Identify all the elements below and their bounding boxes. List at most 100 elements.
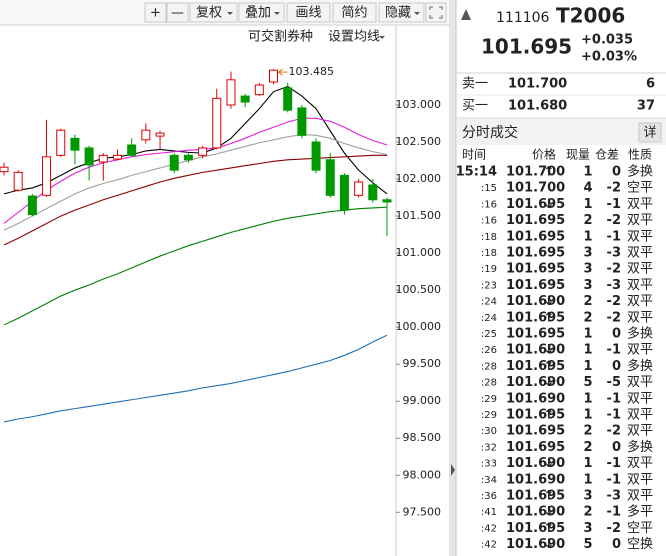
trade-time: :32: [481, 442, 497, 453]
toolbar-button[interactable]: [189, 2, 238, 23]
trade-nature: 双平: [627, 424, 653, 439]
trade-time: :16: [481, 199, 497, 210]
trade-nature: 空平: [627, 521, 653, 536]
trade-price: 101.700: [506, 181, 565, 196]
y-tick-label: 100.000: [396, 320, 442, 333]
trade-volume: 4: [583, 181, 592, 196]
trade-time: :41: [481, 507, 497, 518]
moving-average-line: [3, 206, 388, 326]
trade-arrow: ↓: [544, 294, 555, 309]
trade-time: :28: [481, 361, 497, 372]
trade-time: :26: [481, 345, 497, 356]
trade-arrow: ↑: [544, 521, 555, 536]
toolbar-label: 隐藏: [385, 6, 411, 21]
candle-body: [70, 137, 80, 151]
trade-price: 101.690: [506, 472, 565, 487]
trade-price: 101.695: [506, 408, 565, 423]
toolbar-button[interactable]: [378, 2, 425, 23]
candle-body: [368, 184, 378, 201]
trade-nature: 双平: [627, 213, 653, 228]
toolbar-button[interactable]: [144, 2, 167, 23]
trade-nature: 双平: [627, 408, 653, 423]
chart-menu-item[interactable]: 设置均线: [328, 30, 380, 45]
trade-nature: 双平: [627, 197, 653, 212]
trade-price: 101.695: [506, 229, 565, 244]
trade-volume: 1: [583, 359, 592, 374]
toolbar-button[interactable]: [286, 2, 331, 23]
trade-price: 101.695: [506, 327, 565, 342]
trade-time: :42: [481, 540, 497, 551]
trade-oi-change: -1: [607, 456, 621, 471]
trade-price: 101.695: [506, 246, 565, 261]
candle-body: [183, 154, 193, 161]
annotation-label: 103.485: [289, 65, 335, 78]
toolbar-label: 画线: [295, 6, 321, 21]
trade-nature: 多换: [627, 326, 653, 342]
trade-oi-change: -1: [607, 229, 621, 244]
trade-oi-change: -1: [607, 408, 621, 423]
trade-arrow: ↓: [544, 375, 555, 390]
trade-nature: 双平: [627, 343, 653, 358]
contract-symbol: T2006: [556, 4, 625, 28]
trade-price: 101.695: [506, 489, 565, 504]
trade-oi-change: -1: [607, 505, 621, 520]
toolbar-label: 简约: [341, 5, 367, 21]
trade-volume: 5: [583, 537, 592, 552]
trade-arrow: ↑: [544, 359, 555, 374]
trade-nature: 双平: [627, 262, 653, 277]
trade-oi-change: -2: [607, 181, 621, 196]
candle-body: [155, 132, 165, 137]
toolbar-button[interactable]: [238, 2, 285, 23]
candle-body: [240, 95, 250, 103]
detail-button[interactable]: [638, 122, 662, 143]
trade-oi-change: -5: [607, 375, 621, 390]
dropdown-arrow: [227, 12, 233, 15]
trade-volume: 1: [583, 408, 592, 423]
splitter[interactable]: [449, 0, 456, 556]
trade-arrow: ↑: [544, 310, 555, 325]
trade-time: :24: [481, 297, 497, 308]
collapse-arrow[interactable]: [461, 9, 471, 20]
column-header: 价格: [532, 147, 556, 162]
trade-arrow: ↑: [544, 165, 555, 180]
trade-price: 101.700: [506, 165, 565, 180]
dropdown-arrow: [414, 12, 420, 15]
trade-time: :28: [481, 378, 497, 389]
trade-nature: 多平: [627, 504, 653, 520]
candle-body: [325, 159, 335, 196]
trade-time: :30: [481, 426, 497, 437]
trade-price: 101.695: [506, 424, 565, 439]
trade-volume: 2: [583, 213, 592, 228]
moving-average-line: [3, 117, 388, 224]
trade-volume: 1: [583, 391, 592, 406]
trade-volume: 1: [583, 165, 592, 180]
fullscreen-button[interactable]: [425, 2, 447, 23]
candle-body: [354, 181, 364, 196]
button-frame: [425, 2, 447, 23]
book-qty: 6: [646, 77, 655, 92]
y-tick-label: 99.000: [403, 394, 442, 407]
trade-volume: 5: [583, 375, 592, 390]
splitter-arrow: [451, 464, 455, 476]
trade-nature: 多换: [627, 358, 653, 374]
toolbar-button[interactable]: [166, 2, 189, 23]
trade-nature: 双平: [627, 391, 653, 406]
y-tick-label: 102.000: [396, 172, 442, 185]
trade-time: :34: [481, 475, 497, 486]
y-tick-label: 101.500: [396, 209, 442, 222]
toolbar-button[interactable]: [332, 2, 377, 23]
last-price: 101.695: [481, 35, 572, 59]
trade-price: 101.690: [506, 391, 565, 406]
candle-body: [56, 129, 66, 156]
trade-arrow: ↑: [544, 408, 555, 423]
trade-volume: 2: [583, 505, 592, 520]
moving-average-line: [3, 334, 388, 423]
candle-body: [0, 166, 9, 173]
trade-time: :15: [481, 183, 497, 194]
candle-body: [84, 147, 94, 166]
trade-time: :23: [481, 280, 497, 291]
candle-body: [98, 154, 108, 163]
trade-price: 101.695: [506, 440, 565, 455]
y-tick-label: 103.000: [396, 98, 442, 111]
chart-menu-item[interactable]: 可交割券种: [248, 29, 313, 45]
